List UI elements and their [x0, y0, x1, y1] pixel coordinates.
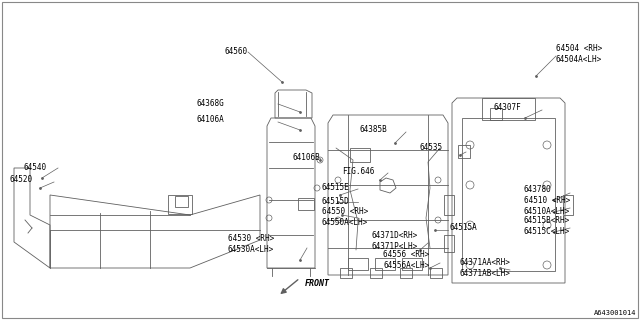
- Text: 64307F: 64307F: [494, 103, 522, 113]
- Text: 64515A: 64515A: [450, 223, 477, 233]
- Text: 64371AA<RH>
64371AB<LH>: 64371AA<RH> 64371AB<LH>: [460, 258, 511, 278]
- Text: 64378O: 64378O: [524, 186, 552, 195]
- Text: 64385B: 64385B: [360, 125, 388, 134]
- Text: FIG.646: FIG.646: [342, 167, 374, 177]
- Text: 64371D<RH>
64371P<LH>: 64371D<RH> 64371P<LH>: [372, 231, 419, 251]
- Text: 64368G: 64368G: [196, 99, 224, 108]
- Text: 64106B: 64106B: [292, 154, 320, 163]
- Text: 64515E: 64515E: [322, 183, 349, 193]
- Text: 64106A: 64106A: [196, 116, 224, 124]
- Text: 64560: 64560: [225, 47, 248, 57]
- Text: FRONT: FRONT: [305, 279, 330, 289]
- Text: 64510 <RH>
64510A<LH>: 64510 <RH> 64510A<LH>: [524, 196, 570, 216]
- Text: A643001014: A643001014: [593, 310, 636, 316]
- Text: 64515B<RH>
64515C<LH>: 64515B<RH> 64515C<LH>: [524, 216, 570, 236]
- Text: 64504 <RH>
64504A<LH>: 64504 <RH> 64504A<LH>: [556, 44, 602, 64]
- Text: 64550 <RH>
64550A<LH>: 64550 <RH> 64550A<LH>: [322, 207, 368, 227]
- Text: 64540: 64540: [24, 163, 47, 172]
- Text: 64556 <RH>
64556A<LH>: 64556 <RH> 64556A<LH>: [383, 250, 429, 270]
- Text: 64520: 64520: [10, 175, 33, 185]
- Text: 64535: 64535: [420, 143, 443, 153]
- Text: 64515D: 64515D: [322, 197, 349, 206]
- Text: 64530 <RH>
64530A<LH>: 64530 <RH> 64530A<LH>: [228, 234, 275, 254]
